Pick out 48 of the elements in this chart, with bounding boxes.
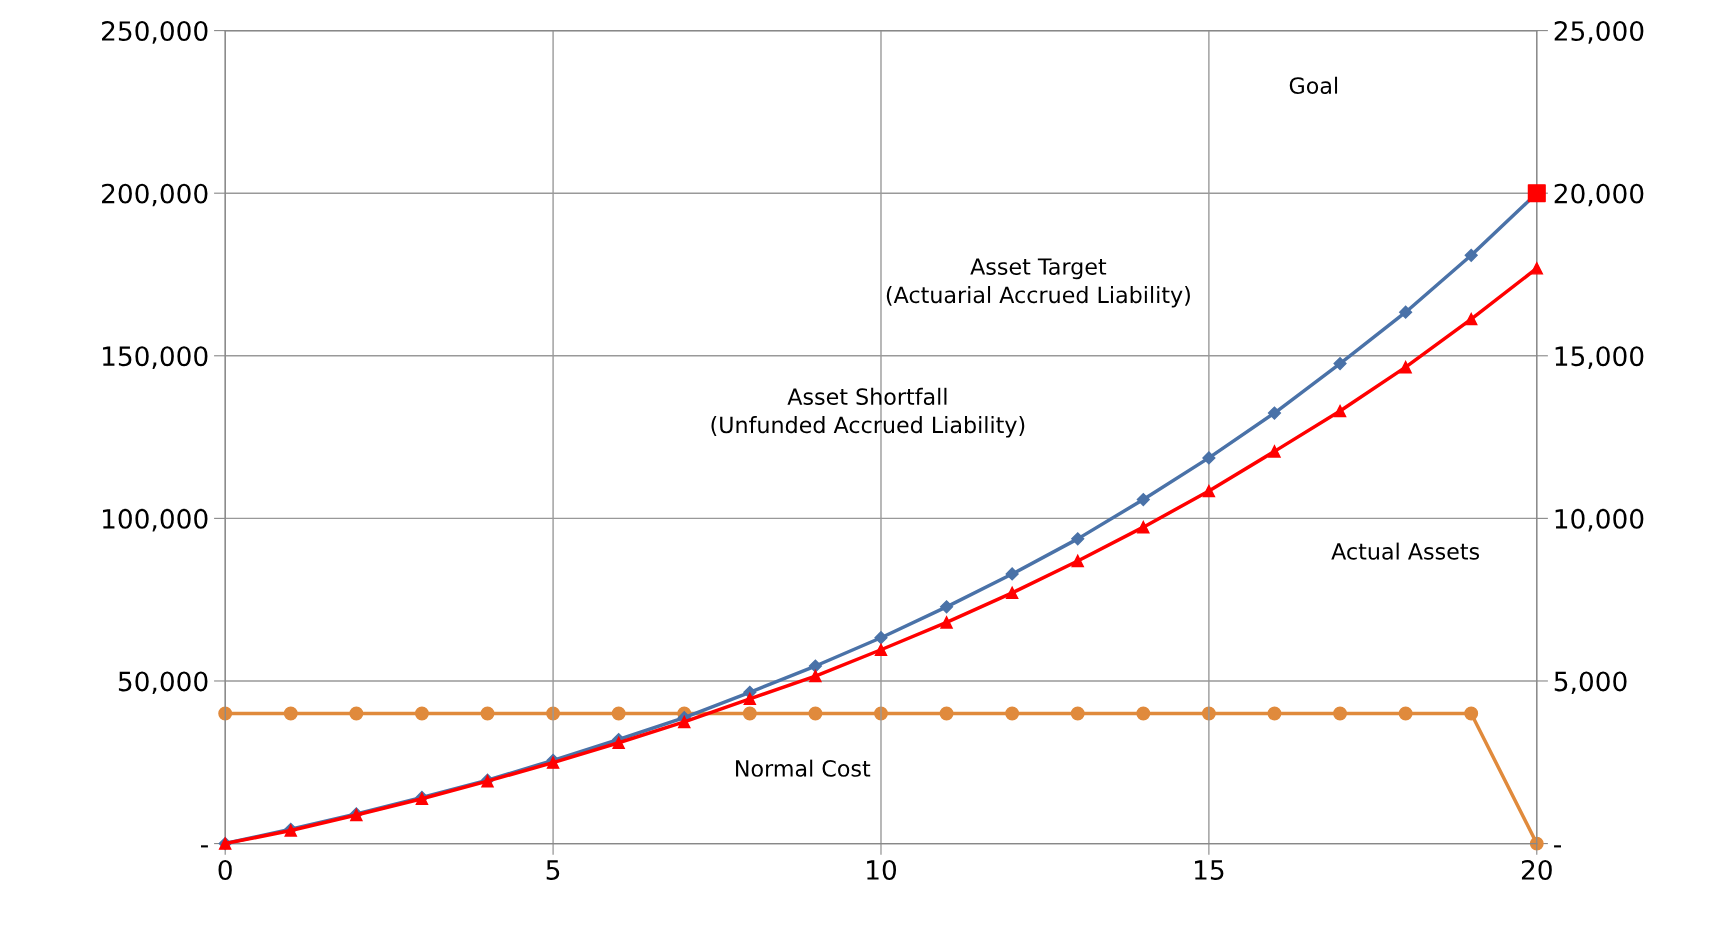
point — [1202, 484, 1216, 498]
point — [1267, 406, 1282, 420]
annotation: Asset Target (Actuarial Accrued Liability) — [886, 258, 1190, 308]
point — [1005, 586, 1019, 600]
point — [1333, 356, 1347, 371]
x-tick-label: 0 — [218, 860, 232, 880]
point — [1202, 451, 1216, 465]
annotation: Normal Cost — [736, 759, 871, 777]
annotation: Goal — [1289, 76, 1338, 94]
point — [612, 736, 625, 750]
annotation: Asset Shortfall (Unfunded Accrued Liability) — [711, 387, 1025, 438]
point — [939, 600, 954, 614]
y-tick-label: - — [200, 845, 208, 848]
point — [1137, 520, 1150, 534]
y2-tick-label: 25,000 — [1554, 21, 1644, 44]
point — [1530, 262, 1544, 275]
y2-tick-label: - — [1554, 845, 1561, 848]
point — [1071, 554, 1084, 568]
y2-tick-label: 5,000 — [1554, 671, 1627, 695]
x-tick-label: 20 — [1521, 860, 1552, 880]
x-tick-label: 5 — [546, 860, 560, 880]
point — [808, 659, 822, 673]
point — [809, 669, 822, 683]
point — [940, 616, 953, 629]
point — [1399, 360, 1412, 374]
y-tick-label: 50,000 — [118, 671, 208, 695]
point — [874, 631, 888, 645]
y-tick-label: 100,000 — [102, 508, 208, 532]
point — [1333, 404, 1347, 418]
y2-tick-label: 10,000 — [1555, 508, 1644, 532]
y-tick-label: 200,000 — [102, 183, 208, 207]
point — [1399, 305, 1413, 319]
y-tick-label: 250,000 — [102, 21, 208, 44]
point — [1136, 492, 1150, 507]
point — [677, 715, 691, 729]
point — [1071, 532, 1085, 546]
x-tick-label: 10 — [867, 860, 897, 880]
point — [1268, 445, 1281, 458]
y-tick-label: 150,000 — [102, 346, 208, 369]
point — [874, 643, 888, 657]
y2-tick-label: 15,000 — [1555, 346, 1644, 369]
point — [743, 692, 757, 706]
annotation: Actual Assets — [1331, 542, 1480, 560]
point — [1464, 312, 1478, 326]
x-tick-label: 15 — [1195, 860, 1224, 880]
y2-tick-label: 20,000 — [1554, 183, 1644, 207]
point — [1464, 248, 1478, 262]
point — [1005, 567, 1019, 581]
